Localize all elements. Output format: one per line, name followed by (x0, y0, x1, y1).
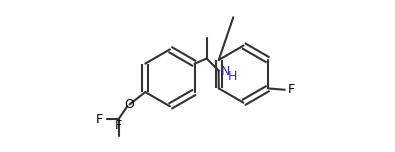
Text: H: H (228, 70, 237, 83)
Text: O: O (124, 98, 134, 111)
Text: N: N (220, 65, 230, 78)
Text: F: F (288, 83, 295, 96)
Text: F: F (96, 113, 103, 126)
Text: F: F (115, 119, 122, 132)
